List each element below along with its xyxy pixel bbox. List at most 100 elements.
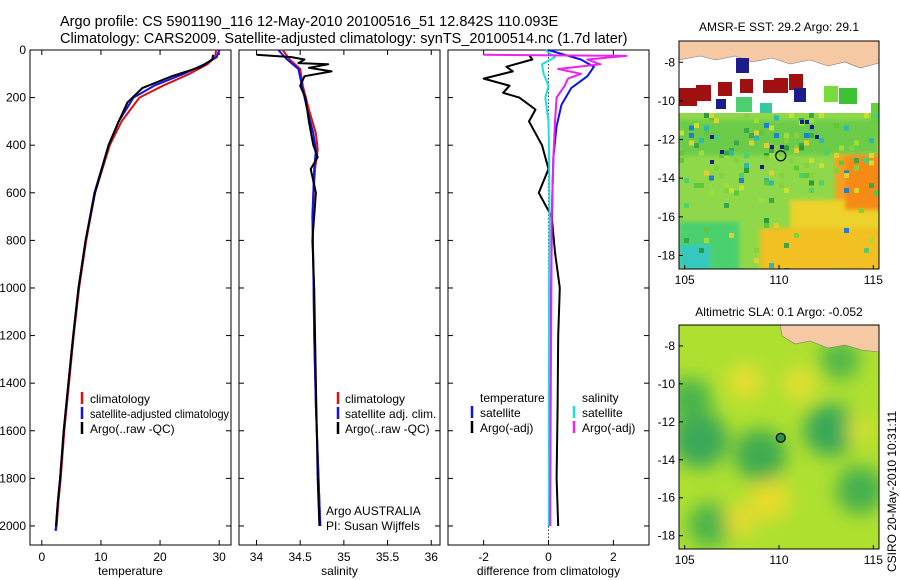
- sst-pixel: [809, 118, 814, 123]
- sla-low-region: [734, 429, 786, 481]
- sst-pixel: [694, 183, 699, 188]
- y-tick-label: 200: [6, 91, 26, 105]
- sst-pixel: [694, 143, 699, 148]
- sst-pixel: [864, 158, 869, 163]
- y-tick-label: 800: [6, 233, 26, 247]
- sst-pixel: [869, 183, 874, 188]
- legend-heading-salinity: salinity: [582, 391, 619, 405]
- y-tick-label: 1600: [0, 424, 26, 438]
- sst-pixel: [774, 133, 779, 138]
- sst-pixel: [769, 180, 774, 186]
- sst-pixel: [709, 175, 714, 181]
- sst-pixel: [764, 143, 769, 148]
- x-tick-label: 35: [337, 550, 351, 564]
- sst-pixel: [804, 133, 809, 138]
- sla-low-region: [679, 378, 712, 422]
- series-line-salinity-satellite: [541, 49, 556, 526]
- sst-pixel: [719, 153, 724, 158]
- sst-map-heatmap: [679, 41, 879, 269]
- sst-pixel: [699, 138, 704, 143]
- sst-pixel: [784, 133, 789, 138]
- map-y-tick-label: -8: [664, 339, 675, 353]
- sst-pixel: [689, 125, 694, 131]
- sst-pixel-hot: [696, 85, 711, 101]
- sst-pixel: [789, 113, 794, 118]
- sst-pixel: [769, 170, 774, 176]
- sst-map-title: AMSR-E SST: 29.2 Argo: 29.1: [699, 20, 859, 34]
- sst-pixel: [834, 168, 839, 173]
- sst-pixel: [769, 148, 774, 153]
- sst-pixel: [684, 178, 689, 183]
- x-tick-label: 2: [610, 550, 617, 564]
- sla-high-region: [783, 367, 817, 401]
- temperature-panel-frame: [29, 49, 232, 546]
- land-java: [679, 41, 879, 69]
- land-java: [779, 325, 879, 353]
- map-y-tick-label: -16: [658, 491, 676, 505]
- difference-legend: temperature satellite Argo(-adj) salinit…: [470, 391, 635, 435]
- sst-pixel: [804, 163, 809, 168]
- sst-pixel: [749, 140, 754, 146]
- sla-map-heatmap: [679, 325, 879, 549]
- sst-pixel: [689, 140, 694, 146]
- temperature-legend: climatology satellite-adjusted climatolo…: [80, 392, 229, 436]
- sst-pixel: [844, 188, 849, 193]
- sst-warm-region: [760, 228, 879, 269]
- sst-pixel: [819, 180, 824, 186]
- series-line-climatology: [55, 49, 218, 531]
- sst-pixel: [739, 185, 744, 191]
- sst-pixel: [689, 133, 694, 138]
- sst-pixel: [784, 138, 789, 143]
- sla-low-region: [820, 340, 860, 380]
- sst-pixel: [809, 133, 814, 138]
- map-x-tick-label: 105: [675, 553, 695, 567]
- float-pi-annotation: PI: Susan Wijffels: [326, 519, 420, 533]
- map-y-tick-label: -12: [658, 133, 676, 147]
- sst-pixel: [734, 190, 739, 196]
- sst-pixel: [859, 208, 864, 213]
- sst-pixel: [764, 218, 769, 223]
- sst-pixel: [809, 158, 814, 163]
- sst-pixel-cold: [815, 135, 819, 139]
- series-line-temperature-argo-adj: [482, 54, 561, 527]
- sst-pixel: [744, 153, 749, 158]
- sst-pixel: [699, 248, 704, 253]
- temperature-panel: 0 10 20 30 0 200 400 600 800 1000 1200 1400 1600 1800…: [0, 43, 231, 578]
- sst-pixel: [809, 173, 814, 178]
- sst-pixel: [804, 173, 809, 178]
- sst-pixel: [739, 178, 744, 183]
- sst-pixel: [744, 128, 749, 133]
- legend-label-temperature-argo: Argo(-adj): [480, 421, 533, 435]
- sst-pixel: [774, 145, 779, 151]
- sst-pixel: [684, 203, 689, 208]
- x-axis-label: temperature: [98, 564, 163, 578]
- sst-pixel: [839, 160, 844, 166]
- sst-pixel: [744, 113, 749, 118]
- sla-low-region: [836, 466, 879, 514]
- sst-pixel: [839, 145, 844, 151]
- map-y-tick-label: -10: [658, 377, 676, 391]
- sst-pixel: [819, 163, 824, 168]
- sla-low-region: [688, 503, 732, 547]
- sst-pixel: [704, 170, 709, 176]
- sst-pixel: [699, 150, 704, 156]
- series-line-argo-raw-qc: [55, 54, 215, 527]
- sla-argo-marker: [775, 432, 786, 443]
- legend-label-climatology: climatology: [345, 392, 405, 406]
- map-x-tick-label: 105: [675, 273, 695, 287]
- sla-high-region: [724, 504, 756, 536]
- sst-map-axes: 105 110 115 -8 -10 -12 -14 -16 -18: [658, 55, 884, 287]
- sst-cool-region: [679, 245, 709, 269]
- sst-pixel: [774, 115, 779, 121]
- sst-pixel-cold: [780, 145, 784, 149]
- sst-pixel: [854, 140, 859, 146]
- sst-pixel: [789, 158, 794, 163]
- sst-pixel: [844, 125, 849, 131]
- sst-pixel: [744, 168, 749, 173]
- x-tick-label: -2: [478, 550, 489, 564]
- y-tick-label: 400: [6, 138, 26, 152]
- sst-pixel-cold: [720, 150, 724, 154]
- sst-pixel-cold: [794, 88, 806, 102]
- sst-pixel: [799, 145, 804, 151]
- series-line-salinity-argo-adj: [483, 53, 628, 527]
